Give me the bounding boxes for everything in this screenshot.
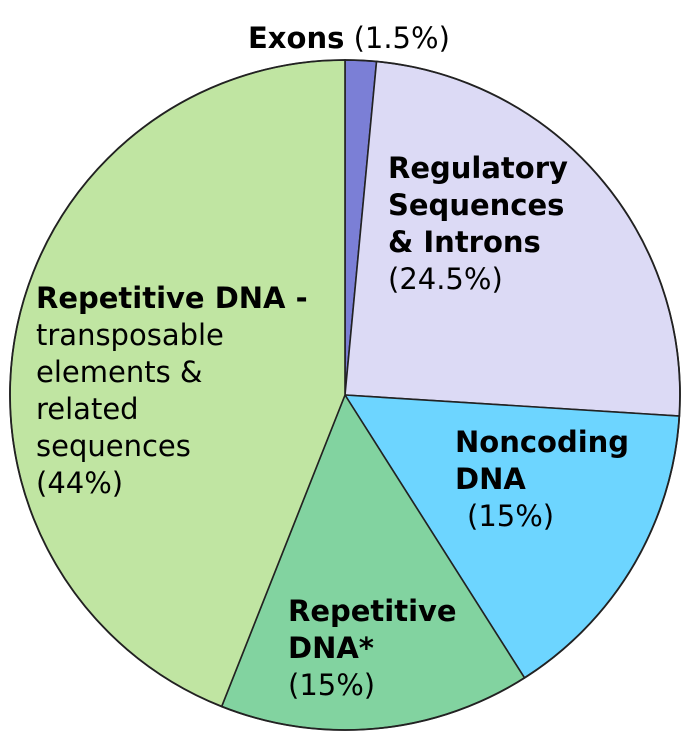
slice-label-repetitive-transposable-desc: transposable elements & related sequence… <box>36 318 224 463</box>
slice-label-noncoding: Noncoding DNA (15%) <box>455 424 630 535</box>
slice-label-repetitive-star-value: (15%) <box>288 668 376 702</box>
slice-label-regulatory: Regulatory Sequences & Introns (24.5%) <box>388 150 598 298</box>
slice-label-regulatory-value: (24.5%) <box>388 262 503 296</box>
slice-label-repetitive-transposable-value: (44%) <box>36 466 124 500</box>
slice-label-repetitive-transposable-name: Repetitive DNA - <box>36 281 308 315</box>
slice-label-exons-name: Exons <box>248 21 345 55</box>
slice-label-repetitive-star: Repetitive DNA* (15%) <box>288 593 478 704</box>
slice-label-noncoding-value: (15%) <box>467 499 555 533</box>
slice-label-exons: Exons (1.5%) <box>248 20 450 57</box>
slice-label-repetitive-transposable: Repetitive DNA - transposable elements &… <box>36 280 346 502</box>
slice-label-exons-value: (1.5%) <box>353 21 450 55</box>
slice-label-regulatory-name: Regulatory Sequences & Introns <box>388 151 568 259</box>
slice-label-noncoding-name: Noncoding DNA <box>455 425 630 496</box>
pie-outline <box>9 59 681 731</box>
slice-label-repetitive-star-name: Repetitive DNA* <box>288 594 457 665</box>
